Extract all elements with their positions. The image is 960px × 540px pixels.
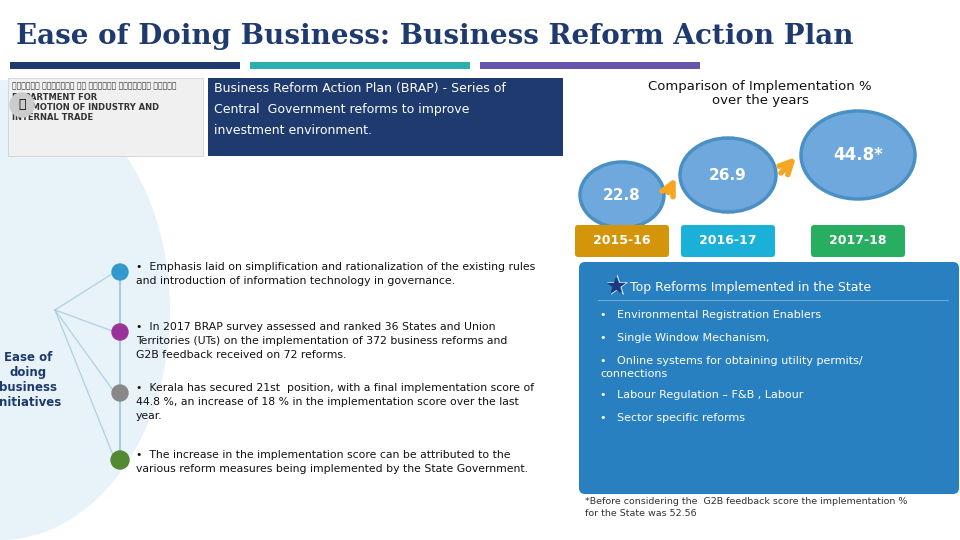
Text: ☆: ☆	[604, 273, 629, 301]
Text: •   Labour Regulation – F&B , Labour: • Labour Regulation – F&B , Labour	[600, 390, 804, 400]
Text: 44.8*: 44.8*	[833, 146, 883, 164]
Text: INTERNAL TRADE: INTERNAL TRADE	[12, 113, 93, 122]
Text: •   Environmental Registration Enablers: • Environmental Registration Enablers	[600, 310, 821, 320]
Ellipse shape	[680, 138, 776, 212]
Text: Business Reform Action Plan (BRAP) - Series of
Central  Government reforms to im: Business Reform Action Plan (BRAP) - Ser…	[214, 82, 506, 137]
Text: *Before considering the  G2B feedback score the implementation %
for the State w: *Before considering the G2B feedback sco…	[585, 497, 907, 518]
FancyBboxPatch shape	[480, 62, 700, 69]
Text: 🏛: 🏛	[18, 98, 26, 111]
Circle shape	[111, 451, 129, 469]
Text: Top Reforms Implemented in the State: Top Reforms Implemented in the State	[630, 280, 871, 294]
Text: 2015-16: 2015-16	[593, 234, 651, 247]
Text: 22.8: 22.8	[603, 187, 641, 202]
FancyBboxPatch shape	[811, 225, 905, 257]
Circle shape	[112, 264, 128, 280]
FancyBboxPatch shape	[8, 78, 203, 156]
Ellipse shape	[0, 80, 170, 540]
FancyBboxPatch shape	[10, 62, 240, 69]
Circle shape	[112, 385, 128, 401]
Text: over the years: over the years	[711, 94, 808, 107]
Text: Comparison of Implementation %: Comparison of Implementation %	[648, 80, 872, 93]
Text: •   Single Window Mechanism,: • Single Window Mechanism,	[600, 333, 770, 343]
Text: •   Online systems for obtaining utility permits/
connections: • Online systems for obtaining utility p…	[600, 356, 863, 379]
FancyBboxPatch shape	[208, 78, 563, 156]
Text: •  In 2017 BRAP survey assessed and ranked 36 States and Union
Territories (UTs): • In 2017 BRAP survey assessed and ranke…	[136, 322, 508, 360]
Text: ★: ★	[604, 275, 626, 299]
FancyBboxPatch shape	[579, 262, 959, 494]
Text: PROMOTION OF INDUSTRY AND: PROMOTION OF INDUSTRY AND	[12, 103, 159, 112]
Text: उद्योग संवर्धन और आंतरिक व्यापार विभाग: उद्योग संवर्धन और आंतरिक व्यापार विभाग	[12, 81, 177, 90]
Text: •  Emphasis laid on simplification and rationalization of the existing rules
and: • Emphasis laid on simplification and ra…	[136, 262, 536, 286]
Ellipse shape	[580, 162, 664, 228]
Ellipse shape	[801, 111, 915, 199]
FancyBboxPatch shape	[681, 225, 775, 257]
Text: DEPARTMENT FOR: DEPARTMENT FOR	[12, 93, 97, 102]
Text: •  Kerala has secured 21st  position, with a final implementation score of
44.8 : • Kerala has secured 21st position, with…	[136, 383, 534, 421]
Text: 26.9: 26.9	[709, 167, 747, 183]
Text: Ease of
doing
business
initiatives: Ease of doing business initiatives	[0, 351, 61, 409]
Text: Ease of Doing Business: Business Reform Action Plan: Ease of Doing Business: Business Reform …	[16, 23, 853, 50]
Text: •   Sector specific reforms: • Sector specific reforms	[600, 413, 745, 423]
Circle shape	[112, 324, 128, 340]
Text: 2016-17: 2016-17	[699, 234, 756, 247]
Text: 2017-18: 2017-18	[829, 234, 887, 247]
FancyBboxPatch shape	[250, 62, 470, 69]
Circle shape	[10, 93, 34, 117]
Text: •  The increase in the implementation score can be attributed to the
various ref: • The increase in the implementation sco…	[136, 450, 528, 474]
FancyBboxPatch shape	[575, 225, 669, 257]
